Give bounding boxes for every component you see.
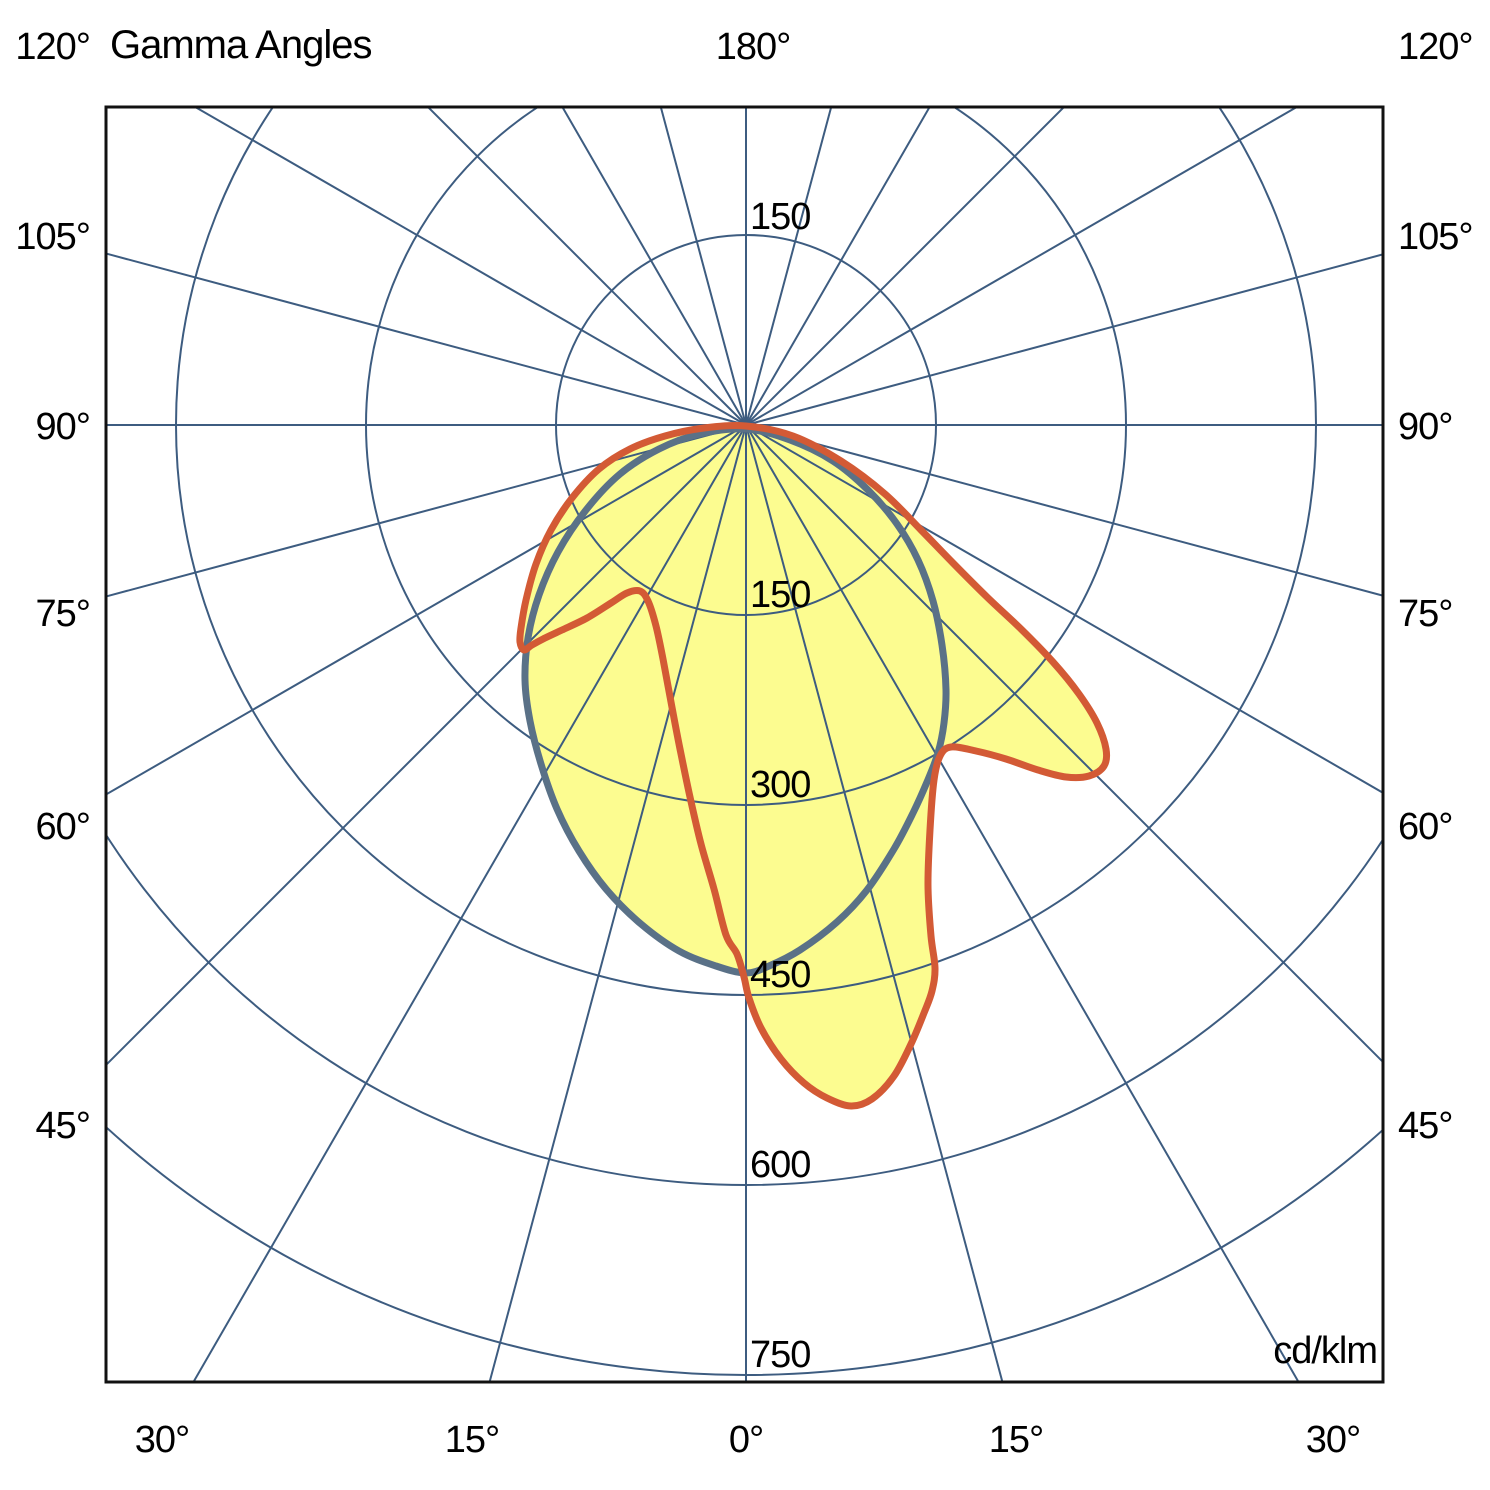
axis-label-left-90: 90° — [35, 406, 91, 448]
axis-label-bottom-15l: 15° — [444, 1419, 500, 1461]
axis-label-right-60: 60° — [1398, 806, 1453, 848]
axis-label-bottom-30l: 30° — [134, 1419, 190, 1461]
axis-label-right-90: 90° — [1398, 406, 1453, 448]
axis-label-bottom-0: 0° — [728, 1419, 764, 1461]
axis-label-right-105: 105° — [1398, 216, 1474, 258]
ring-label-750: 750 — [750, 1334, 811, 1376]
unit-label: cd/klm — [1273, 1330, 1378, 1372]
intensity-curves — [516, 422, 1111, 1110]
plot-border — [104, 105, 1385, 1384]
axis-label-left-120: 120° — [15, 26, 91, 68]
curve-blue — [521, 425, 950, 977]
axis-label-left-45: 45° — [35, 1105, 91, 1147]
ring-label-450: 450 — [750, 954, 811, 996]
axis-label-right-120: 120° — [1398, 26, 1474, 68]
intensity-fill-area — [519, 425, 1107, 1107]
axis-label-180: 180° — [715, 26, 792, 68]
axis-label-right-45: 45° — [1398, 1105, 1453, 1147]
axis-label-left-75: 75° — [35, 593, 91, 635]
axis-label-bottom-30r: 30° — [1305, 1419, 1361, 1461]
ring-label-150-upper: 150 — [750, 196, 811, 238]
axis-label-right-75: 75° — [1398, 593, 1453, 635]
ring-label-600: 600 — [750, 1144, 811, 1186]
ring-label-300: 300 — [750, 764, 811, 806]
ring-label-150: 150 — [750, 574, 811, 616]
axis-label-left-105: 105° — [15, 216, 91, 258]
axis-label-bottom-15r: 15° — [988, 1419, 1044, 1461]
curve-red — [516, 422, 1111, 1110]
chart-title: Gamma Angles — [110, 23, 372, 67]
axis-label-left-60: 60° — [35, 806, 91, 848]
